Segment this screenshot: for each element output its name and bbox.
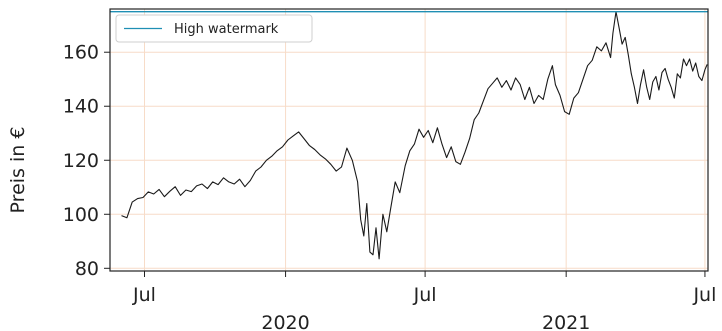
x-axis: Jul 2020 Jul 2021 Jul bbox=[132, 271, 716, 331]
price-line bbox=[121, 11, 708, 260]
x-tick-label: Jul bbox=[413, 284, 437, 306]
legend-label-high-watermark: High watermark bbox=[174, 22, 279, 37]
y-tick-label: 140 bbox=[63, 96, 99, 118]
y-tick-label: 120 bbox=[63, 150, 99, 172]
grid-lines bbox=[110, 9, 708, 271]
y-tick-label: 80 bbox=[75, 258, 99, 280]
x-tick-year-label: 2020 bbox=[261, 312, 309, 331]
y-tick-label: 160 bbox=[63, 42, 99, 64]
legend: High watermark bbox=[115, 14, 313, 43]
x-tick-label: Jul bbox=[692, 284, 716, 306]
y-axis-label: Preis in € bbox=[7, 127, 29, 214]
price-series bbox=[121, 11, 708, 260]
y-tick-label: 100 bbox=[63, 204, 99, 226]
legend-box bbox=[115, 14, 313, 43]
x-tick-label: Jul bbox=[132, 284, 156, 306]
plot-frame bbox=[109, 8, 709, 272]
y-axis: 80 100 120 140 160 bbox=[63, 42, 110, 280]
x-tick-year-label: 2021 bbox=[542, 312, 590, 331]
